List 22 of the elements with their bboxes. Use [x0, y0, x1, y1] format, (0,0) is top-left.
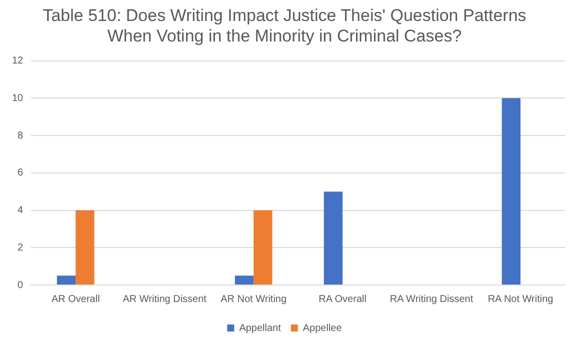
- y-tick-label: 2: [18, 242, 24, 254]
- bar: [254, 210, 272, 284]
- bar: [324, 192, 343, 284]
- x-tick-label: RA Writing Dissent: [390, 294, 474, 305]
- y-tick-label: 12: [12, 56, 24, 67]
- legend-label: Appellee: [302, 322, 342, 334]
- bar: [502, 98, 521, 284]
- bar: [76, 210, 94, 284]
- y-tick-label: 10: [12, 92, 24, 104]
- y-tick-label: 6: [18, 168, 24, 179]
- legend-label: Appellant: [239, 322, 282, 334]
- bar: [234, 276, 254, 284]
- x-tick-label: AR Writing Dissent: [122, 294, 207, 305]
- y-tick-label: 4: [18, 205, 24, 216]
- y-tick-label: 0: [18, 280, 24, 291]
- bar: [56, 276, 76, 284]
- x-tick-label: RA Overall: [318, 294, 366, 305]
- y-tick-label: 8: [18, 130, 24, 142]
- x-tick-label: AR Overall: [51, 294, 100, 305]
- x-tick-label: AR Not Writing: [220, 294, 287, 305]
- x-tick-label: RA Not Writing: [488, 294, 554, 305]
- chart-title: Table 510: Does Writing Impact Justice Theis' Question Patterns When Voting in the Minority in Criminal Cases?: [42, 6, 526, 46]
